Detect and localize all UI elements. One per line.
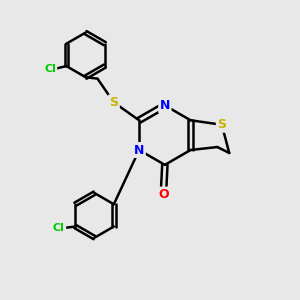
Text: S: S [217, 118, 226, 131]
Text: Cl: Cl [44, 64, 56, 74]
Text: S: S [110, 96, 118, 109]
Text: Cl: Cl [53, 223, 65, 233]
Text: O: O [158, 188, 169, 201]
Text: N: N [134, 143, 144, 157]
Text: N: N [160, 99, 170, 112]
